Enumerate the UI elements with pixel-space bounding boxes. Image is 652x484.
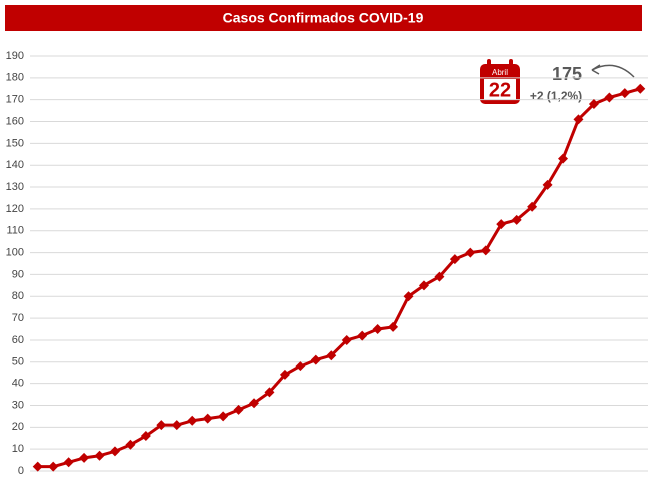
marker [619,88,630,99]
marker [63,457,74,468]
calendar-month: Abril [492,68,508,77]
marker [140,431,151,442]
marker [279,369,290,380]
marker [233,404,244,415]
marker [465,247,476,258]
marker [171,420,182,431]
marker [511,214,522,225]
marker [295,361,306,372]
marker [449,254,460,265]
calendar-day: 22 [489,79,511,101]
y-tick-label: 110 [6,225,24,237]
y-tick-label: 10 [12,443,24,455]
marker [341,334,352,345]
y-tick-label: 70 [12,312,24,324]
marker [434,271,445,282]
y-tick-label: 30 [12,399,24,411]
y-tick-label: 140 [6,159,24,171]
marker [202,413,213,424]
marker [558,153,569,164]
y-tick-label: 90 [12,268,24,280]
marker [218,411,229,422]
marker [573,114,584,125]
marker [635,83,646,94]
y-tick-label: 0 [18,465,24,477]
line [37,87,641,469]
title-bar [5,5,642,31]
y-tick-label: 160 [6,115,24,127]
y-tick-label: 60 [12,334,24,346]
total-label: 175 [552,64,582,84]
marker [542,179,553,190]
marker [357,330,368,341]
marker [388,321,399,332]
y-tick-label: 190 [6,50,24,62]
y-tick-label: 100 [6,246,24,258]
chart-title: Casos Confirmados COVID-19 [223,10,424,26]
marker [264,387,275,398]
marker [588,99,599,110]
y-tick-label: 80 [12,290,24,302]
marker [48,461,59,472]
y-tick-label: 180 [6,72,24,84]
marker [109,446,120,457]
marker [249,398,260,409]
marker [32,461,43,472]
marker [125,439,136,450]
marker [480,245,491,256]
marker [326,350,337,361]
marker [418,280,429,291]
marker [187,415,198,426]
marker [496,219,507,230]
marker [156,420,167,431]
marker [372,324,383,335]
marker [527,201,538,212]
y-tick-label: 130 [6,181,24,193]
y-tick-label: 20 [12,421,24,433]
marker [79,452,90,463]
marker [94,450,105,461]
y-tick-label: 170 [6,94,24,106]
change-label: +2 (1,2%) [530,89,582,103]
marker [604,92,615,103]
y-tick-label: 120 [6,203,24,215]
y-tick-label: 150 [6,137,24,149]
y-tick-label: 40 [12,378,24,390]
arrow [591,64,635,78]
marker [403,291,414,302]
arrow-head [591,64,601,75]
marker [310,354,321,365]
calendar-icon: Abril 22 [480,59,520,104]
y-tick-label: 50 [12,356,24,368]
